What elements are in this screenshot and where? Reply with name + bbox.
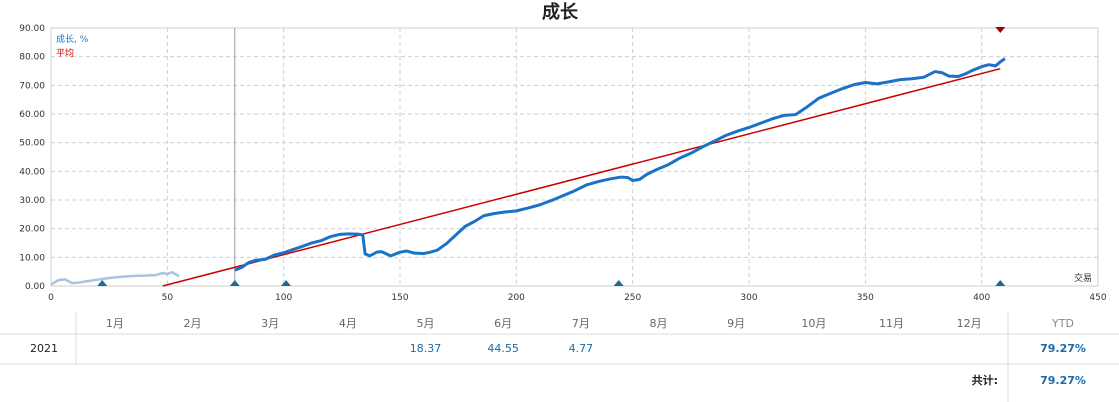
trade-marker [280, 280, 291, 286]
month-header: 4月 [339, 317, 357, 330]
plot-area: 0.00 10.00 20.00 30.00 40.00 50.00 60.00 70.00 8… [19, 24, 1107, 303]
x-axis-label: 交易 [1074, 272, 1092, 284]
month-header: 12月 [957, 317, 982, 330]
y-tick-label: 20.00 [19, 225, 45, 235]
x-tick-label: 150 [391, 293, 408, 303]
plot-frame [50, 27, 1099, 287]
x-tick-label: 250 [624, 293, 641, 303]
trade-marker [613, 280, 624, 286]
average-trend-line [162, 67, 1001, 287]
legend-growth: 成长, % [56, 33, 89, 45]
y-tick-label: 40.00 [19, 167, 45, 177]
y-tick-label: 90.00 [19, 24, 45, 34]
monthly-table: 1月 2月 3月 4月 5月 18.37 6月 44.55 7月 4.77 8月 9月 10月 11月 12… [0, 312, 1119, 402]
month-header: 11月 [879, 317, 904, 330]
month-header: 7月 [572, 317, 590, 330]
x-tick-label: 50 [162, 293, 174, 303]
chart-title: 成长 [542, 1, 579, 23]
month-header: 5月 [417, 317, 435, 330]
x-tick-label: 400 [973, 293, 990, 303]
total-value: 79.27% [1040, 374, 1086, 387]
month-header: 9月 [727, 317, 745, 330]
month-header: 6月 [494, 317, 512, 330]
month-value: 18.37 [410, 342, 442, 355]
month-header: 1月 [106, 317, 124, 330]
ytd-header: YTD [1051, 317, 1074, 330]
month-value: 44.55 [487, 342, 519, 355]
x-tick-label: 200 [508, 293, 525, 303]
y-tick-label: 10.00 [19, 253, 45, 263]
year-row-label: 2021 [30, 342, 58, 355]
top-marker [995, 27, 1006, 33]
y-tick-label: 50.00 [19, 139, 45, 149]
trade-marker [995, 280, 1006, 286]
y-tick-label: 80.00 [19, 53, 45, 63]
month-header: 3月 [261, 317, 279, 330]
y-tick-label: 60.00 [19, 110, 45, 120]
x-tick-label: 350 [857, 293, 874, 303]
trade-marker [97, 280, 108, 286]
ytd-value: 79.27% [1040, 342, 1086, 355]
x-tick-label: 300 [740, 293, 757, 303]
y-tick-label: 70.00 [19, 81, 45, 91]
x-tick-label: 0 [48, 293, 54, 303]
trade-marker [229, 280, 240, 286]
month-header: 10月 [801, 317, 826, 330]
month-header: 2月 [184, 317, 202, 330]
pre-period-growth-line [50, 270, 180, 286]
total-label: 共计: [972, 373, 998, 387]
legend-average: 平均 [56, 47, 74, 59]
y-tick-label: 30.00 [19, 196, 45, 206]
x-tick-label: 450 [1089, 293, 1106, 303]
y-tick-label: 0.00 [25, 282, 45, 292]
month-header: 8月 [650, 317, 668, 330]
growth-series-line [234, 57, 1006, 272]
x-tick-label: 100 [275, 293, 292, 303]
month-value: 4.77 [569, 342, 594, 355]
